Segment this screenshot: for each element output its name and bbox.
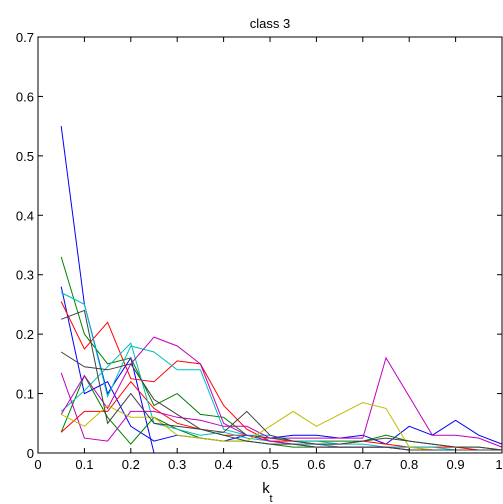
x-tick-label: 0.5 xyxy=(261,457,279,472)
series-line-12 xyxy=(60,351,503,451)
x-tick-label: 0.4 xyxy=(215,457,233,472)
chart-title: class 3 xyxy=(250,16,290,31)
y-tick-label: 0 xyxy=(27,446,34,461)
x-tick-label: 0.9 xyxy=(447,457,465,472)
series-layer xyxy=(60,126,503,454)
x-tick-label: 0 xyxy=(34,457,41,472)
y-tick-label: 0.6 xyxy=(16,89,34,104)
series-line-13 xyxy=(61,309,502,451)
x-tick-label: 0.3 xyxy=(168,457,186,472)
y-tick-label: 0.1 xyxy=(16,387,34,402)
series-line-2 xyxy=(60,286,503,445)
x-axis-label: k xyxy=(262,480,270,497)
x-tick-label: 0.2 xyxy=(122,457,140,472)
x-tick-label: 0.6 xyxy=(307,457,325,472)
x-axis-label-subscript: t xyxy=(269,493,272,504)
y-tick-label: 0.2 xyxy=(16,327,34,342)
x-tick-label: 0.8 xyxy=(400,457,418,472)
tick-layer: 0 0.1 0.2 0.3 0.4 0.5 0.6 0.7 0.8 0.9 1 0 0.1 0.2 0.3 0… xyxy=(16,30,503,472)
y-tick-label: 0.3 xyxy=(16,268,34,283)
y-tick-label: 0.4 xyxy=(16,208,34,223)
x-tick-label: 0.1 xyxy=(75,457,93,472)
y-tick-label: 0.5 xyxy=(16,149,34,164)
x-tick-label: 0.7 xyxy=(354,457,372,472)
x-tick-label: 1 xyxy=(495,457,502,472)
y-tick-label: 0.7 xyxy=(16,30,34,45)
plot-area xyxy=(38,37,502,453)
